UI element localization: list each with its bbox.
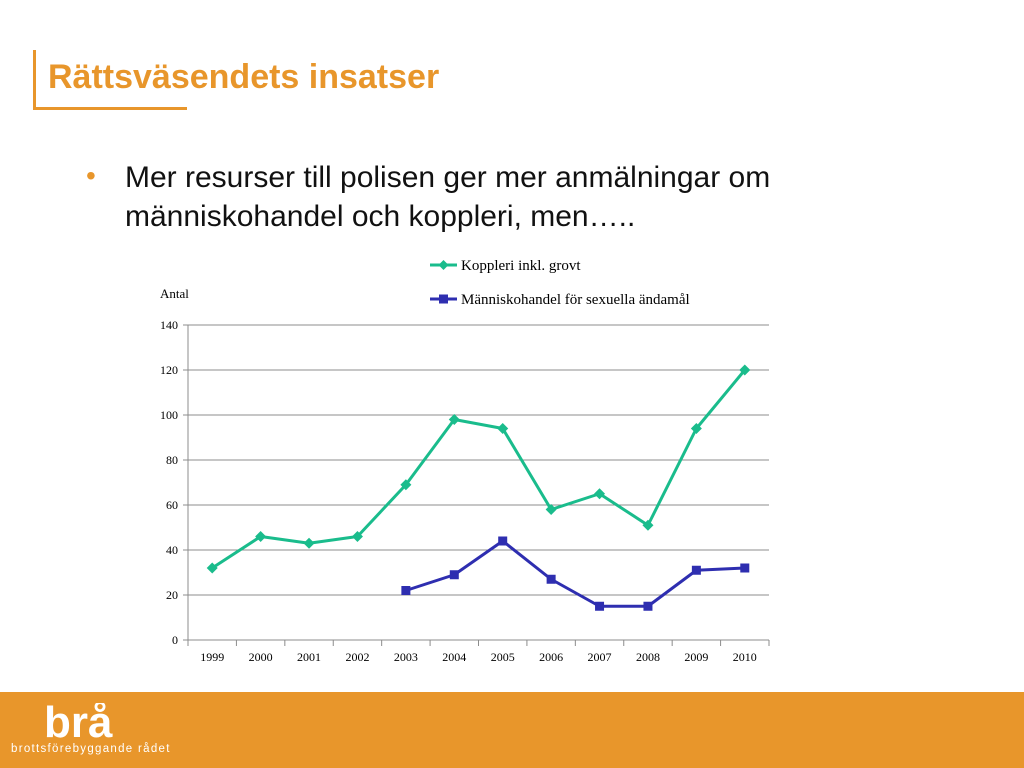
data-point [498, 536, 508, 546]
data-point [303, 537, 315, 549]
x-tick-label: 2009 [684, 650, 708, 664]
x-tick-label: 2005 [491, 650, 515, 664]
y-tick-label: 140 [160, 318, 178, 332]
data-point [449, 570, 459, 580]
data-point [740, 563, 750, 573]
bullet-text: Mer resurser till polisen ger mer anmäln… [125, 161, 771, 233]
x-tick-label: 2000 [249, 650, 273, 664]
data-point [546, 574, 556, 584]
y-axis-label: Antal [160, 286, 189, 301]
y-tick-label: 60 [166, 498, 178, 512]
x-tick-label: 2004 [442, 650, 466, 664]
data-point [643, 601, 653, 611]
data-point [206, 562, 218, 574]
x-tick-label: 2003 [394, 650, 418, 664]
logo-wordmark: brå [44, 703, 113, 741]
y-tick-label: 120 [160, 363, 178, 377]
data-point [351, 531, 363, 542]
x-tick-label: 2008 [636, 650, 660, 664]
x-tick-label: 2002 [345, 650, 369, 664]
y-tick-label: 80 [166, 453, 178, 467]
series-line-2 [405, 539, 745, 608]
data-point [691, 565, 701, 575]
data-point [400, 479, 412, 491]
title-bracket [33, 50, 187, 110]
y-tick-label: 20 [166, 588, 178, 602]
logo-mark: brå [44, 703, 113, 741]
line-chart: 0 20 40 60 80 100 120 140 1999 2000 2001 2002 2003 20… [160, 258, 770, 664]
y-tick-label: 100 [160, 408, 178, 422]
bullet-marker: • [86, 160, 96, 191]
y-tick-label: 0 [172, 633, 178, 647]
data-point [739, 364, 751, 376]
x-tick-label: 2001 [297, 650, 321, 664]
data-point [401, 586, 411, 595]
series-line-1 [211, 369, 746, 570]
x-tick-label: 2010 [733, 650, 757, 664]
data-point [595, 601, 605, 611]
data-point [642, 519, 654, 531]
slide-title: Rättsväsendets insatser [48, 58, 440, 96]
data-point [545, 504, 557, 515]
footer-bar [0, 692, 1024, 768]
x-tick-label: 2006 [539, 650, 563, 664]
legend-label-2: Människohandel för sexuella ändamål [461, 292, 690, 308]
data-point [448, 414, 460, 425]
data-point [690, 423, 702, 434]
legend-marker-1 [438, 260, 449, 270]
data-point [255, 531, 267, 542]
y-tick-label: 40 [166, 543, 178, 557]
data-point [594, 488, 606, 500]
legend-label-1: Koppleri inkl. grovt [461, 258, 581, 274]
x-tick-label: 1999 [200, 650, 224, 664]
data-point [497, 423, 509, 434]
x-tick-label: 2007 [588, 650, 612, 664]
legend-marker-2 [439, 294, 448, 304]
org-name: brottsförebyggande rådet [11, 743, 171, 755]
